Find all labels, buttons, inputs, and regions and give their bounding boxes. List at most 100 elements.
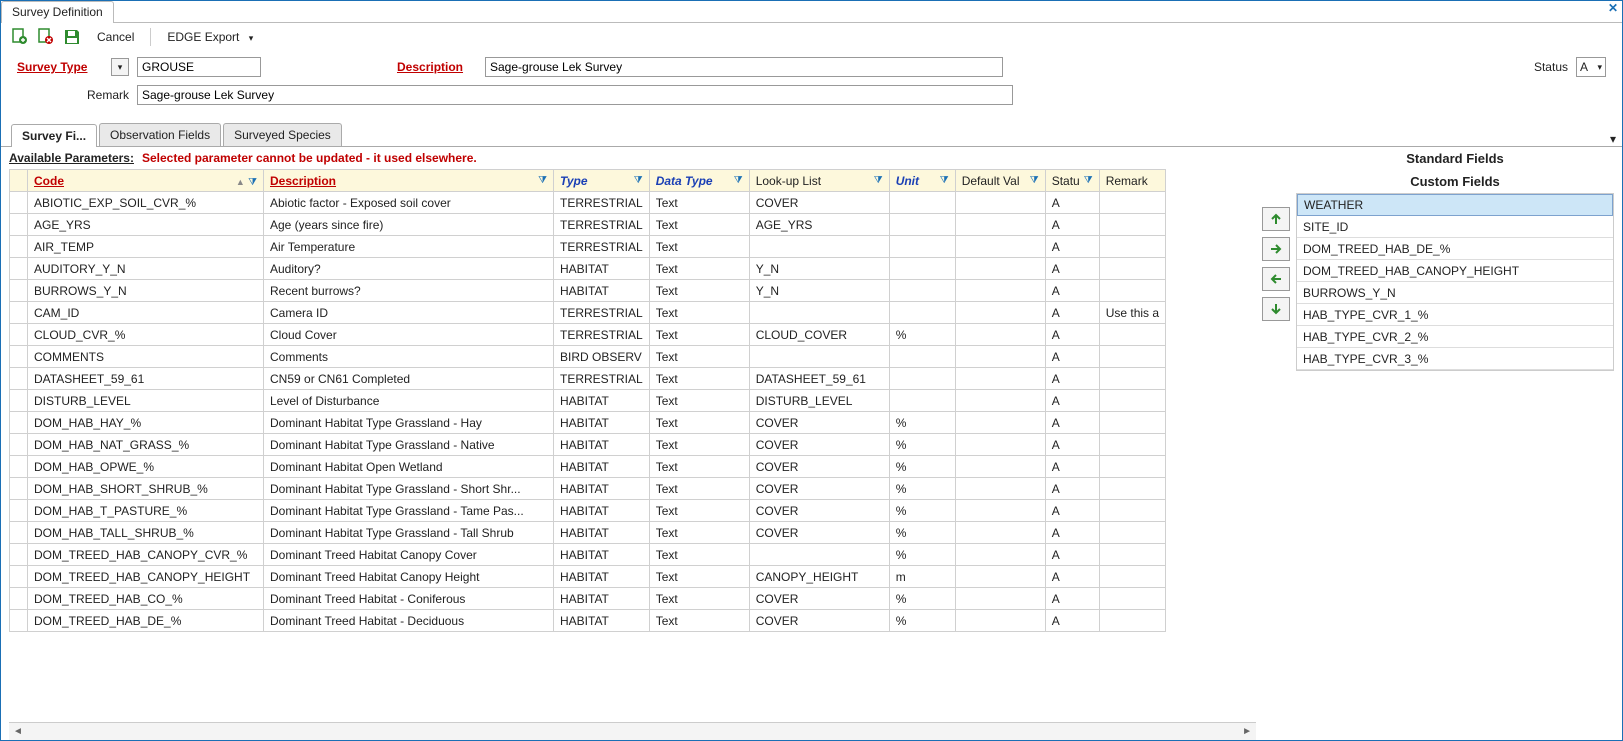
delete-doc-icon[interactable] (37, 28, 55, 46)
cell-default-val[interactable] (955, 280, 1045, 302)
table-row[interactable]: DOM_TREED_HAB_CANOPY_HEIGHTDominant Tree… (10, 566, 1166, 588)
cell-code[interactable]: ABIOTIC_EXP_SOIL_CVR_% (28, 192, 264, 214)
cell-type[interactable]: TERRESTRIAL (554, 302, 650, 324)
cell-lookup[interactable]: COVER (749, 192, 889, 214)
cell-default-val[interactable] (955, 302, 1045, 324)
cell-description[interactable]: Level of Disturbance (264, 390, 554, 412)
cell-remark[interactable] (1099, 544, 1165, 566)
cell-data-type[interactable]: Text (649, 214, 749, 236)
row-handle[interactable] (10, 368, 28, 390)
cell-lookup[interactable]: COVER (749, 610, 889, 632)
cell-description[interactable]: Dominant Treed Habitat - Deciduous (264, 610, 554, 632)
cell-default-val[interactable] (955, 566, 1045, 588)
cell-lookup[interactable]: DISTURB_LEVEL (749, 390, 889, 412)
cell-lookup[interactable] (749, 544, 889, 566)
cell-description[interactable]: Comments (264, 346, 554, 368)
cell-lookup[interactable] (749, 302, 889, 324)
cell-description[interactable]: Camera ID (264, 302, 554, 324)
row-handle[interactable] (10, 258, 28, 280)
window-tab[interactable]: Survey Definition (1, 1, 114, 23)
cell-type[interactable]: TERRESTRIAL (554, 192, 650, 214)
cell-default-val[interactable] (955, 412, 1045, 434)
row-handle[interactable] (10, 500, 28, 522)
cell-code[interactable]: DOM_TREED_HAB_DE_% (28, 610, 264, 632)
table-row[interactable]: ABIOTIC_EXP_SOIL_CVR_%Abiotic factor - E… (10, 192, 1166, 214)
header-data-type[interactable]: Data Type⧩ (649, 170, 749, 192)
cell-unit[interactable]: % (889, 478, 955, 500)
cell-lookup[interactable]: COVER (749, 522, 889, 544)
cell-code[interactable]: BURROWS_Y_N (28, 280, 264, 302)
cell-remark[interactable] (1099, 588, 1165, 610)
cell-description[interactable]: Auditory? (264, 258, 554, 280)
cell-status[interactable]: A (1045, 280, 1099, 302)
cell-type[interactable]: HABITAT (554, 434, 650, 456)
cell-remark[interactable] (1099, 368, 1165, 390)
cell-type[interactable]: HABITAT (554, 522, 650, 544)
cell-data-type[interactable]: Text (649, 500, 749, 522)
move-left-button[interactable] (1262, 267, 1290, 291)
filter-icon[interactable]: ⧩ (940, 175, 949, 186)
cell-data-type[interactable]: Text (649, 522, 749, 544)
table-row[interactable]: DOM_HAB_TALL_SHRUB_%Dominant Habitat Typ… (10, 522, 1166, 544)
cell-remark[interactable] (1099, 258, 1165, 280)
header-code[interactable]: Code▲ ⧩ (28, 170, 264, 192)
list-item[interactable]: HAB_TYPE_CVR_1_% (1297, 304, 1613, 326)
cancel-button[interactable]: Cancel (89, 28, 142, 46)
table-row[interactable]: COMMENTSCommentsBIRD OBSERVTextA (10, 346, 1166, 368)
cell-unit[interactable] (889, 280, 955, 302)
cell-status[interactable]: A (1045, 566, 1099, 588)
cell-default-val[interactable] (955, 236, 1045, 258)
cell-default-val[interactable] (955, 324, 1045, 346)
scroll-left-icon[interactable]: ◄ (13, 726, 23, 737)
table-row[interactable]: AUDITORY_Y_NAuditory?HABITATTextY_NA (10, 258, 1166, 280)
cell-description[interactable]: Dominant Habitat Type Grassland - Tall S… (264, 522, 554, 544)
row-handle[interactable] (10, 544, 28, 566)
remark-input[interactable] (137, 85, 1013, 105)
cell-lookup[interactable]: COVER (749, 434, 889, 456)
cell-unit[interactable]: % (889, 500, 955, 522)
table-row[interactable]: DOM_HAB_HAY_%Dominant Habitat Type Grass… (10, 412, 1166, 434)
cell-remark[interactable] (1099, 478, 1165, 500)
cell-remark[interactable] (1099, 522, 1165, 544)
cell-status[interactable]: A (1045, 500, 1099, 522)
cell-code[interactable]: DOM_HAB_SHORT_SHRUB_% (28, 478, 264, 500)
cell-type[interactable]: HABITAT (554, 566, 650, 588)
cell-description[interactable]: Dominant Treed Habitat Canopy Height (264, 566, 554, 588)
cell-type[interactable]: HABITAT (554, 500, 650, 522)
cell-data-type[interactable]: Text (649, 192, 749, 214)
cell-default-val[interactable] (955, 544, 1045, 566)
filter-icon[interactable]: ⧩ (1084, 175, 1093, 186)
cell-default-val[interactable] (955, 258, 1045, 280)
cell-remark[interactable]: Use this a (1099, 302, 1165, 324)
cell-data-type[interactable]: Text (649, 610, 749, 632)
cell-status[interactable]: A (1045, 544, 1099, 566)
cell-unit[interactable]: % (889, 456, 955, 478)
cell-code[interactable]: DOM_TREED_HAB_CANOPY_HEIGHT (28, 566, 264, 588)
cell-description[interactable]: Air Temperature (264, 236, 554, 258)
cell-lookup[interactable]: DATASHEET_59_61 (749, 368, 889, 390)
cell-code[interactable]: DISTURB_LEVEL (28, 390, 264, 412)
cell-type[interactable]: HABITAT (554, 588, 650, 610)
cell-remark[interactable] (1099, 412, 1165, 434)
cell-data-type[interactable]: Text (649, 324, 749, 346)
row-handle[interactable] (10, 302, 28, 324)
cell-status[interactable]: A (1045, 390, 1099, 412)
header-default-val[interactable]: Default Val⧩ (955, 170, 1045, 192)
cell-type[interactable]: HABITAT (554, 390, 650, 412)
cell-description[interactable]: Abiotic factor - Exposed soil cover (264, 192, 554, 214)
cell-code[interactable]: AUDITORY_Y_N (28, 258, 264, 280)
table-row[interactable]: DOM_HAB_OPWE_%Dominant Habitat Open Wetl… (10, 456, 1166, 478)
list-item[interactable]: HAB_TYPE_CVR_3_% (1297, 348, 1613, 370)
cell-data-type[interactable]: Text (649, 566, 749, 588)
table-row[interactable]: DOM_TREED_HAB_DE_%Dominant Treed Habitat… (10, 610, 1166, 632)
cell-data-type[interactable]: Text (649, 302, 749, 324)
cell-unit[interactable] (889, 236, 955, 258)
row-handle[interactable] (10, 236, 28, 258)
cell-lookup[interactable]: COVER (749, 478, 889, 500)
cell-code[interactable]: DOM_HAB_HAY_% (28, 412, 264, 434)
cell-remark[interactable] (1099, 456, 1165, 478)
cell-code[interactable]: DOM_TREED_HAB_CANOPY_CVR_% (28, 544, 264, 566)
list-item[interactable]: WEATHER (1297, 194, 1613, 216)
cell-remark[interactable] (1099, 192, 1165, 214)
cell-status[interactable]: A (1045, 258, 1099, 280)
